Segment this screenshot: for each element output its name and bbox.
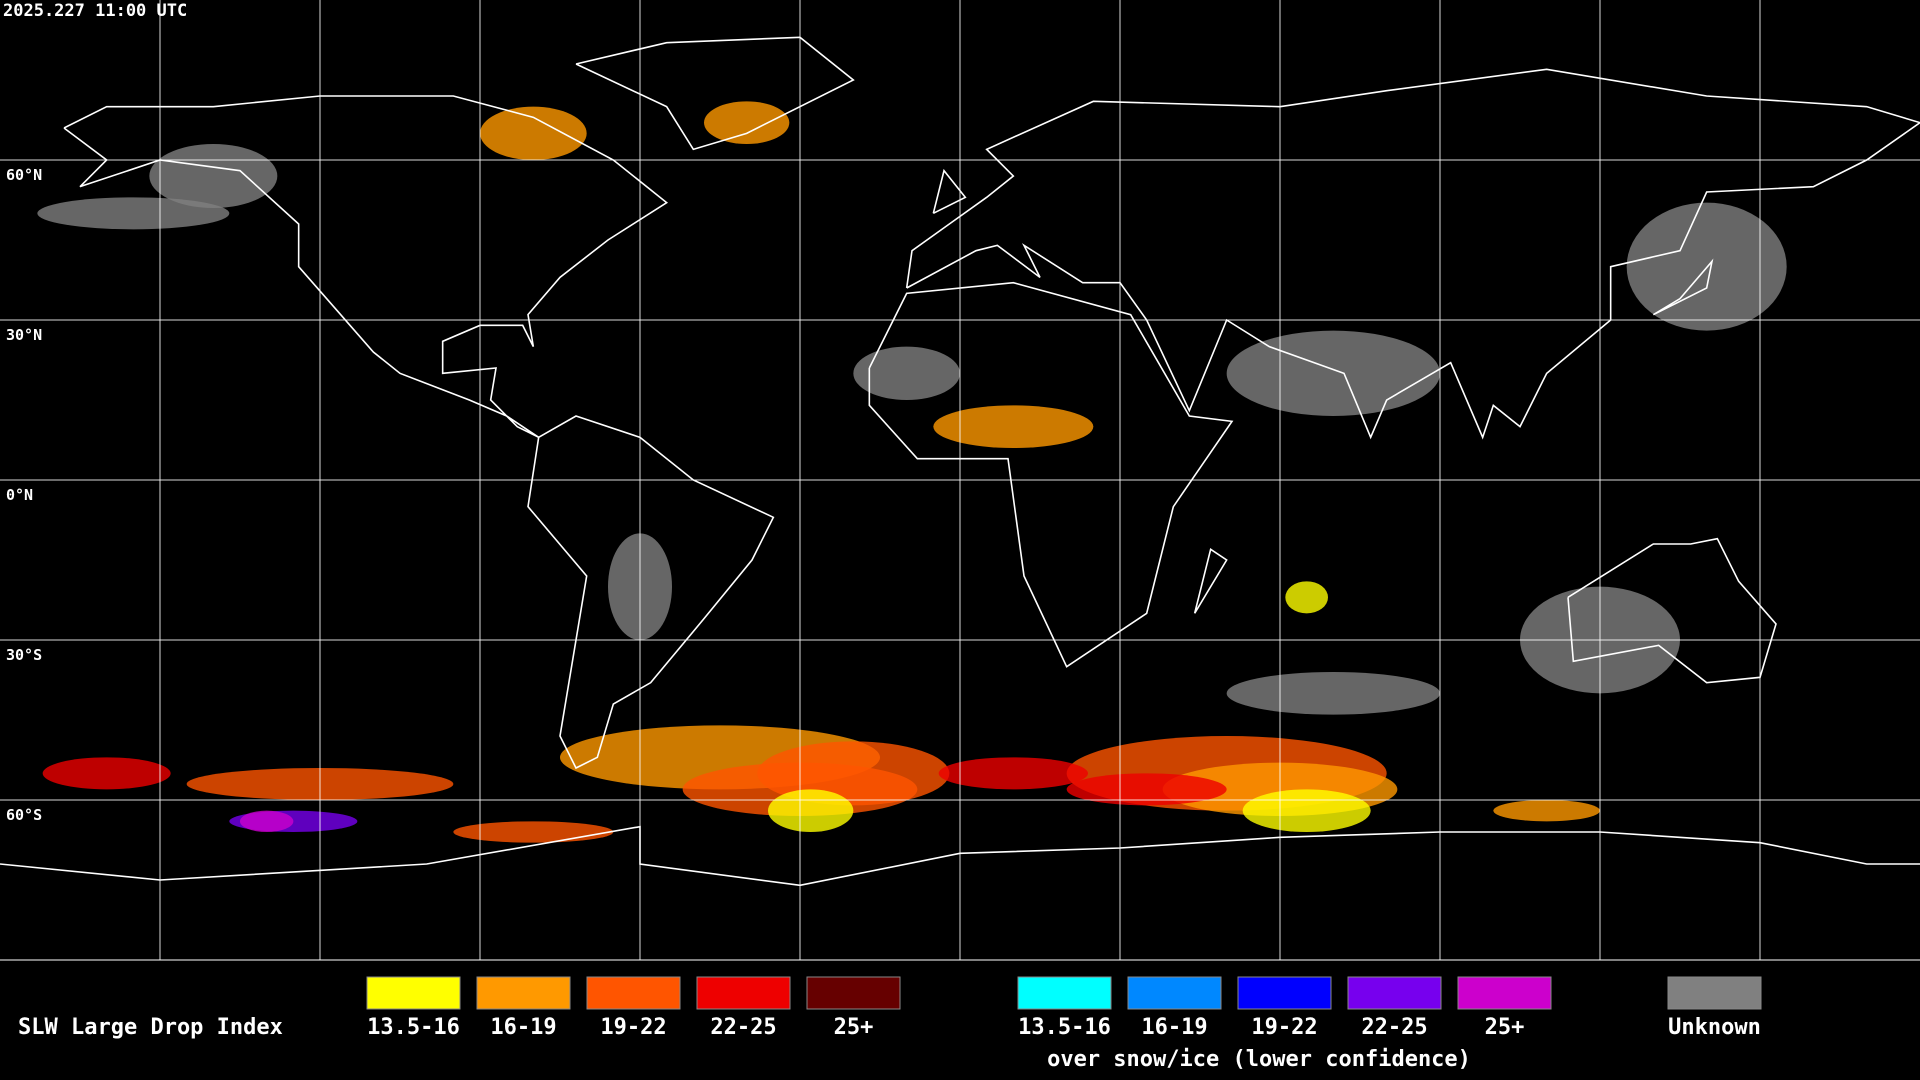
cloud-pattern: [1242, 789, 1371, 833]
coastline: [63, 95, 669, 439]
legend: SLW Large Drop Index 13.5-16 16-19 19-22 22-…: [18, 976, 1762, 1072]
cloud-pattern: [853, 346, 961, 401]
cloud-pattern: [453, 821, 614, 843]
legend-swatch: [696, 976, 791, 1010]
legend-swatch: [1457, 976, 1552, 1010]
legend-label: 16-19: [1141, 1015, 1207, 1040]
legend-label: 16-19: [490, 1015, 556, 1040]
coastlines: [0, 36, 1920, 887]
coastline: [0, 825, 1920, 887]
legend-swatch: [586, 976, 681, 1010]
legend-swatch: [1237, 976, 1332, 1010]
legend-swatch: [1667, 976, 1762, 1010]
latitude-label: 30°N: [6, 326, 42, 344]
legend-label: 13.5-16: [367, 1015, 460, 1040]
latitude-label: 0°N: [6, 486, 33, 504]
cloud-pattern: [704, 101, 790, 144]
cloud-pattern: [933, 405, 1094, 448]
cloud-pattern: [239, 810, 294, 832]
coastline: [932, 168, 967, 215]
legend-label: 13.5-16: [1018, 1015, 1111, 1040]
cloud-pattern: [149, 144, 278, 208]
coastline: [905, 68, 1920, 440]
legend-swatch: [476, 976, 571, 1010]
coastline: [1652, 258, 1714, 316]
legend-label: Unknown: [1668, 1015, 1761, 1040]
coastline: [1193, 548, 1228, 614]
cloud-pattern: [757, 741, 950, 806]
legend-label: 19-22: [1251, 1015, 1317, 1040]
cloud-pattern: [42, 757, 171, 790]
timestamp: 2025.227 11:00 UTC: [3, 1, 187, 21]
cloud-pattern: [768, 789, 854, 833]
cloud-pattern: [1226, 672, 1441, 715]
legend-swatch: [1347, 976, 1442, 1010]
cloud-pattern: [479, 106, 587, 160]
latitude-label: 60°N: [6, 166, 42, 184]
latitude-label: 30°S: [6, 646, 42, 664]
graticule: 60°N 30°N 0°N 30°S 60°S: [0, 0, 1920, 960]
coastline: [527, 415, 775, 770]
cloud-pattern: [1493, 800, 1600, 822]
cloud-pattern: [938, 757, 1088, 790]
legend-label: 22-25: [1361, 1015, 1427, 1040]
legend-swatch: [806, 976, 901, 1010]
legend-title: SLW Large Drop Index: [18, 1015, 283, 1040]
cloud-pattern: [1226, 330, 1441, 417]
legend-swatch: [1127, 976, 1222, 1010]
cloud-pattern: [1066, 773, 1227, 806]
latitude-label: 60°S: [6, 806, 42, 824]
cloud-pattern: [37, 197, 230, 230]
legend-label: 25+: [834, 1015, 874, 1040]
snow-caption: over snow/ice (lower confidence): [1047, 1047, 1471, 1072]
legend-label: 22-25: [710, 1015, 776, 1040]
cloud-pattern: [1285, 581, 1328, 614]
coastline: [1567, 537, 1777, 684]
legend-label: 19-22: [600, 1015, 666, 1040]
legend-label: 25+: [1485, 1015, 1525, 1040]
legend-swatch: [1017, 976, 1112, 1010]
coastline: [868, 281, 1234, 668]
legend-swatch: [366, 976, 461, 1010]
